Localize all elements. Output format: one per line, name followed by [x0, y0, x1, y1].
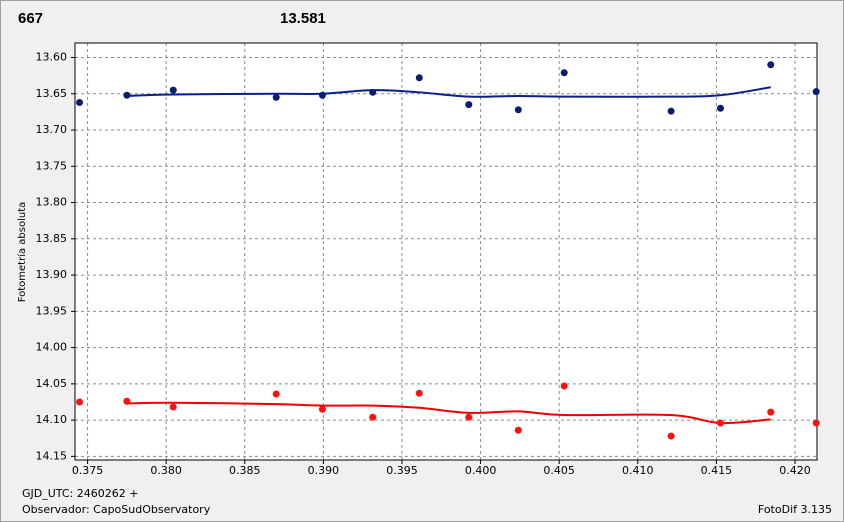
data-point [560, 382, 568, 390]
data-point [465, 413, 473, 421]
fit-line [126, 401, 771, 425]
y-tick-label: 13.75 [36, 159, 68, 172]
footer-observer: Observador: CapoSudObservatory [22, 503, 211, 516]
x-tick-label: 0.420 [779, 464, 811, 477]
plot-border [74, 42, 818, 461]
data-point [812, 419, 820, 427]
data-point [560, 69, 568, 77]
data-point [318, 91, 326, 99]
data-point [169, 86, 177, 94]
y-tick-label: 13.70 [36, 123, 68, 136]
footer-version: FotoDif 3.135 [758, 503, 832, 516]
x-tick-label: 0.400 [465, 464, 497, 477]
x-tick-label: 0.380 [150, 464, 182, 477]
x-tick-label: 0.415 [701, 464, 733, 477]
data-point [369, 88, 377, 96]
y-tick-label: 14.05 [36, 377, 68, 390]
data-point [812, 88, 820, 96]
fit-line [126, 86, 771, 98]
y-axis-label: Fotometría absoluta [16, 202, 28, 303]
plot-area [75, 43, 817, 460]
data-point [716, 104, 724, 112]
data-point [514, 106, 522, 114]
data-point [123, 91, 131, 99]
data-point [76, 398, 84, 406]
x-tick-label: 0.375 [72, 464, 104, 477]
x-tick-label: 0.410 [622, 464, 654, 477]
x-tick-label: 0.390 [308, 464, 340, 477]
y-tick-label: 13.90 [36, 268, 68, 281]
header-left: 667 [18, 10, 43, 27]
data-point [272, 390, 280, 398]
y-tick-label: 13.65 [36, 87, 68, 100]
y-tick-label: 13.95 [36, 304, 68, 317]
y-tick-label: 14.00 [36, 341, 68, 354]
x-tick-label: 0.385 [229, 464, 261, 477]
header-right: 13.581 [280, 10, 326, 27]
data-point [415, 389, 423, 397]
data-point [767, 61, 775, 69]
y-tick-label: 14.15 [36, 449, 68, 462]
data-point [667, 432, 675, 440]
data-point [272, 93, 280, 101]
data-point [667, 107, 675, 115]
y-tick-label: 13.85 [36, 232, 68, 245]
data-point [123, 397, 131, 405]
y-tick-label: 13.60 [36, 51, 68, 64]
y-tick-label: 13.80 [36, 196, 68, 209]
data-point [318, 405, 326, 413]
data-point [415, 74, 423, 82]
footer-gjd: GJD_UTC: 2460262 + [22, 487, 138, 500]
data-point [514, 426, 522, 434]
x-tick-label: 0.395 [386, 464, 418, 477]
data-point [369, 413, 377, 421]
y-tick-label: 14.10 [36, 413, 68, 426]
data-point [465, 101, 473, 109]
data-point [767, 408, 775, 416]
data-point [716, 419, 724, 427]
data-point [76, 98, 84, 106]
data-point [169, 403, 177, 411]
x-tick-label: 0.405 [543, 464, 575, 477]
